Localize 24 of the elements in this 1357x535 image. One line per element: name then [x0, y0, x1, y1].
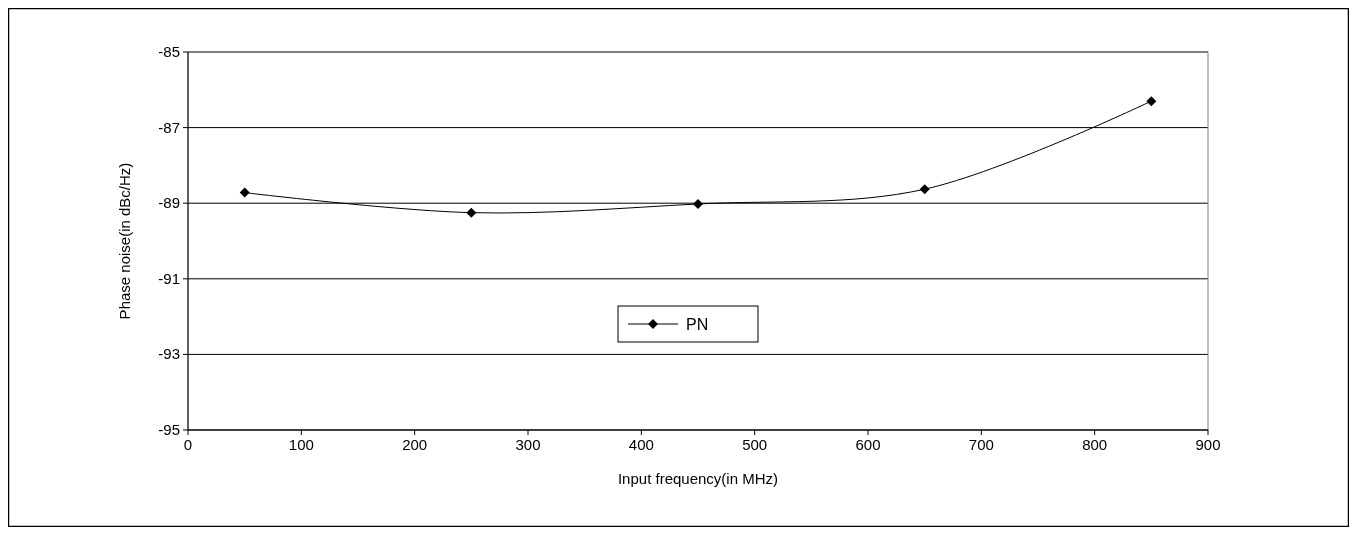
y-tick-label: -95 [158, 421, 180, 438]
y-axis-title: Phase noise(in dBc/Hz) [116, 162, 133, 320]
x-axis-title: Input frequency(in MHz) [617, 470, 779, 487]
y-tick-label: -89 [158, 194, 180, 212]
x-tick-label: 600 [855, 436, 881, 453]
point [919, 184, 930, 195]
y-tick-label: -85 [158, 43, 180, 60]
point [693, 198, 703, 209]
x-tick-label: 0 [183, 436, 193, 453]
x-tick-label: 300 [515, 436, 541, 453]
x-tick-label: 100 [288, 436, 314, 453]
y-tick-label: -91 [158, 269, 180, 287]
point [1146, 96, 1157, 107]
point [239, 187, 250, 198]
x-tick-label: 800 [1082, 436, 1108, 453]
x-tick-label: 200 [402, 436, 428, 453]
x-tick-label: 700 [968, 436, 994, 453]
y-tick-label: -87 [158, 118, 180, 136]
legend-label: PN [686, 316, 709, 333]
x-tick-label: 900 [1195, 436, 1221, 453]
x-tick-label: 400 [628, 436, 654, 453]
x-tick-label: 500 [742, 436, 768, 453]
y-tick-label: -93 [158, 345, 180, 363]
point [466, 207, 477, 218]
